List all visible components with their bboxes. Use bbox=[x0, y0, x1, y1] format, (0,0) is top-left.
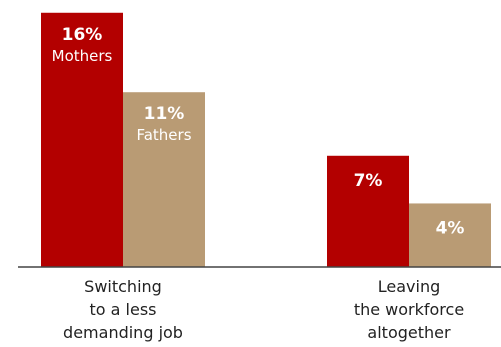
data-label-fathers-1: 11% bbox=[144, 104, 185, 124]
category-labels-group: Switching to a less demanding job Leaving th… bbox=[63, 277, 464, 342]
data-label-fathers-2: 4% bbox=[436, 218, 465, 238]
bar-labels-group: 16% Mothers 11% Fathers 7% 4% bbox=[52, 25, 465, 239]
bar-mothers-1 bbox=[41, 12, 123, 267]
data-label-mothers-2: 7% bbox=[354, 171, 383, 191]
bar-fathers-1 bbox=[123, 92, 205, 267]
series-label-mothers: Mothers bbox=[52, 47, 113, 65]
category-label-2-line-3: altogether bbox=[367, 323, 451, 342]
category-label-2-line-1: Leaving bbox=[378, 277, 441, 296]
category-label-1-line-3: demanding job bbox=[63, 323, 183, 342]
category-label-1-line-2: to a less bbox=[90, 300, 157, 319]
bar-fathers-2 bbox=[409, 203, 491, 267]
bar-mothers-2 bbox=[327, 155, 409, 267]
category-label-2-line-2: the workforce bbox=[354, 300, 464, 319]
series-label-fathers: Fathers bbox=[136, 126, 191, 144]
bars-group bbox=[41, 12, 491, 267]
category-label-1-line-1: Switching bbox=[84, 277, 162, 296]
data-label-mothers-1: 16% bbox=[62, 25, 103, 45]
